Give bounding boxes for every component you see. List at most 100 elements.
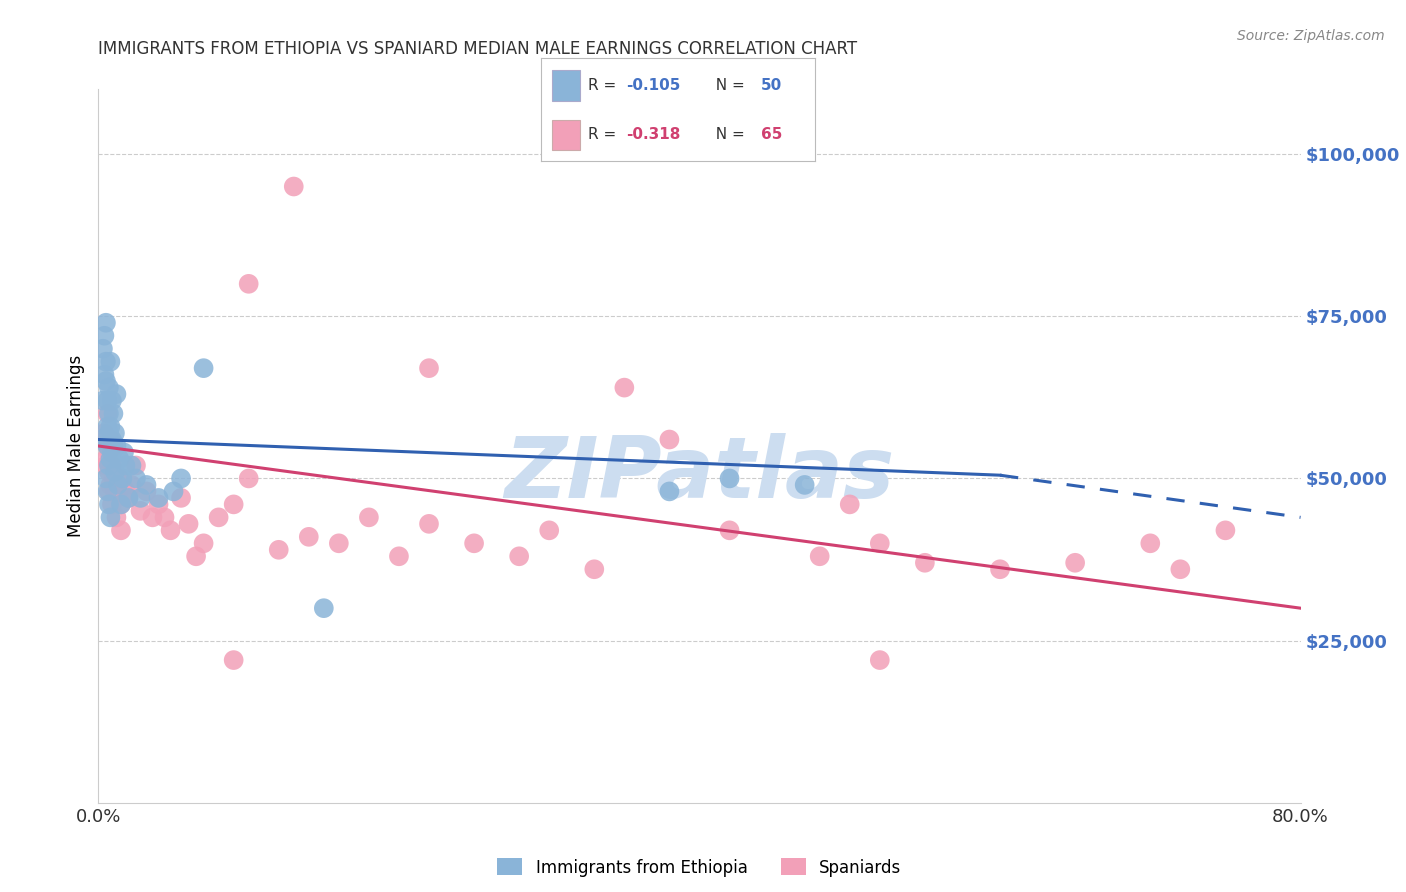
Point	[121, 478, 143, 492]
Point	[388, 549, 411, 564]
Point	[222, 497, 245, 511]
Text: R =: R =	[588, 78, 621, 93]
Point	[96, 393, 118, 408]
Point	[114, 458, 136, 473]
Point	[125, 458, 148, 473]
Point	[129, 504, 152, 518]
Point	[97, 465, 120, 479]
Point	[94, 471, 117, 485]
Point	[107, 484, 129, 499]
Point	[101, 458, 124, 473]
Point	[93, 425, 115, 440]
Point	[100, 354, 122, 368]
Point	[869, 653, 891, 667]
Point	[508, 549, 530, 564]
Point	[177, 516, 200, 531]
Point	[100, 452, 122, 467]
Point	[100, 419, 122, 434]
Point	[238, 471, 260, 485]
Point	[162, 484, 184, 499]
Point	[238, 277, 260, 291]
Point	[808, 549, 831, 564]
Point	[94, 354, 117, 368]
Point	[101, 497, 124, 511]
Point	[110, 524, 132, 538]
Point	[103, 407, 125, 421]
Point	[613, 381, 636, 395]
Point	[135, 484, 157, 499]
Point	[110, 497, 132, 511]
Point	[94, 458, 117, 473]
Point	[129, 491, 152, 505]
Point	[658, 484, 681, 499]
Point	[101, 393, 124, 408]
Point	[91, 393, 114, 408]
Point	[1215, 524, 1237, 538]
Point	[328, 536, 350, 550]
Point	[869, 536, 891, 550]
Point	[97, 484, 120, 499]
Point	[357, 510, 380, 524]
Point	[103, 439, 125, 453]
Point	[988, 562, 1011, 576]
Point	[101, 445, 124, 459]
Text: N =: N =	[706, 78, 749, 93]
Point	[418, 516, 440, 531]
Point	[97, 458, 120, 473]
Point	[184, 549, 207, 564]
Point	[91, 342, 114, 356]
Bar	[553, 120, 579, 150]
Point	[97, 445, 120, 459]
Point	[105, 387, 128, 401]
Point	[96, 484, 118, 499]
Point	[104, 465, 127, 479]
Point	[97, 381, 120, 395]
Y-axis label: Median Male Earnings: Median Male Earnings	[67, 355, 86, 537]
Point	[193, 361, 215, 376]
Point	[94, 452, 117, 467]
Point	[96, 419, 118, 434]
Point	[538, 524, 561, 538]
Point	[114, 484, 136, 499]
Text: 50: 50	[761, 78, 782, 93]
Bar	[553, 70, 579, 101]
Text: Source: ZipAtlas.com: Source: ZipAtlas.com	[1237, 29, 1385, 43]
Point	[1064, 556, 1087, 570]
Point	[283, 179, 305, 194]
Point	[135, 478, 157, 492]
Point	[170, 491, 193, 505]
Text: -0.105: -0.105	[626, 78, 681, 93]
Point	[312, 601, 335, 615]
Point	[583, 562, 606, 576]
Point	[718, 524, 741, 538]
Point	[121, 458, 143, 473]
Point	[793, 478, 815, 492]
Point	[108, 452, 131, 467]
Point	[97, 407, 120, 421]
Point	[153, 510, 176, 524]
Point	[718, 471, 741, 485]
Point	[105, 471, 128, 485]
Point	[159, 524, 181, 538]
Point	[94, 316, 117, 330]
Point	[117, 491, 139, 505]
Point	[148, 491, 170, 505]
Text: ZIPatlas: ZIPatlas	[505, 433, 894, 516]
Point	[222, 653, 245, 667]
Point	[110, 497, 132, 511]
Point	[117, 491, 139, 505]
Point	[94, 374, 117, 388]
Point	[101, 433, 124, 447]
Point	[101, 439, 124, 453]
Point	[298, 530, 321, 544]
Text: IMMIGRANTS FROM ETHIOPIA VS SPANIARD MEDIAN MALE EARNINGS CORRELATION CHART: IMMIGRANTS FROM ETHIOPIA VS SPANIARD MED…	[98, 40, 858, 58]
Point	[103, 471, 125, 485]
Point	[97, 497, 120, 511]
Point	[170, 471, 193, 485]
Point	[104, 484, 127, 499]
Point	[1139, 536, 1161, 550]
Legend: Immigrants from Ethiopia, Spaniards: Immigrants from Ethiopia, Spaniards	[498, 858, 901, 877]
Point	[105, 510, 128, 524]
Point	[111, 478, 134, 492]
Point	[658, 433, 681, 447]
